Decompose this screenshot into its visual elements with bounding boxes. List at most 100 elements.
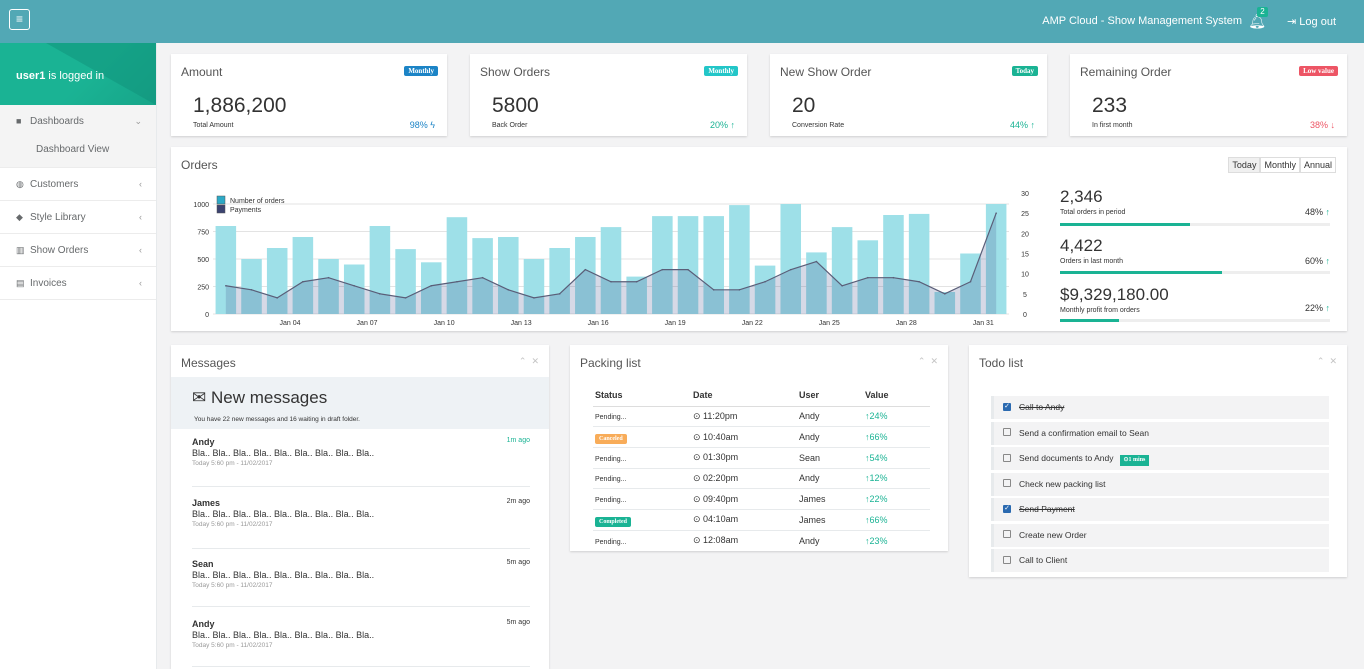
payment-point bbox=[944, 293, 946, 295]
x-tick-label: Jan 04 bbox=[280, 320, 301, 327]
sidebar-item-customers[interactable]: ◍ Customers ‹ bbox=[0, 168, 156, 201]
time-cell: ⊙ 01:30pm bbox=[691, 446, 797, 469]
stat-caption: Back Order bbox=[492, 122, 528, 129]
todo-item[interactable]: Send documents to Andy ⊙1 mins bbox=[991, 447, 1329, 470]
arrow-down-icon: ↓ bbox=[1330, 120, 1336, 130]
checkbox[interactable]: ✓ bbox=[1003, 504, 1011, 513]
message-date: Today 5:60 pm - 11/02/2017 bbox=[192, 582, 273, 589]
checkbox[interactable]: ✓ bbox=[1003, 402, 1011, 411]
collapse-icon[interactable]: ⌃ bbox=[518, 356, 527, 366]
payment-point bbox=[789, 268, 792, 271]
sidebar-item-style-library[interactable]: ◆ Style Library ‹ bbox=[0, 201, 156, 234]
user-cell: Sean bbox=[797, 446, 863, 469]
arrow-up-icon: ↑ bbox=[730, 120, 736, 130]
value-cell: ↑22% bbox=[863, 488, 930, 510]
bar bbox=[600, 227, 622, 314]
tag-icon: ◆ bbox=[16, 212, 23, 222]
messages-title: Messages bbox=[181, 356, 236, 370]
annual-button[interactable]: Annual bbox=[1299, 157, 1336, 173]
close-icon[interactable]: ✕ bbox=[930, 356, 938, 366]
message-item[interactable]: James 2m ago Bla.. Bla.. Bla.. Bla.. Bla… bbox=[192, 498, 530, 549]
stat-value: 20 bbox=[792, 94, 816, 117]
y-left-tick-label: 1000 bbox=[193, 202, 209, 209]
message-item[interactable]: Andy 1m ago Bla.. Bla.. Bla.. Bla.. Bla.… bbox=[192, 437, 530, 487]
stat-card-new-show-order: New Show Order Today 20 Conversion Rate … bbox=[770, 54, 1047, 136]
hamburger-icon[interactable]: ≡ bbox=[9, 9, 30, 30]
bar bbox=[523, 259, 545, 314]
payment-point bbox=[558, 293, 561, 295]
panel-tools: ⌃ ✕ bbox=[519, 356, 539, 367]
sidebar-item-show-orders[interactable]: ▥ Show Orders ‹ bbox=[0, 234, 156, 267]
message-sender: Andy bbox=[192, 437, 215, 447]
collapse-icon[interactable]: ⌃ bbox=[917, 356, 926, 366]
notifications-button[interactable]: 🔔︎ 2 bbox=[1248, 7, 1268, 30]
close-icon[interactable]: ✕ bbox=[1329, 356, 1337, 366]
file-icon: ▤ bbox=[16, 278, 25, 288]
status-text: Pending... bbox=[595, 455, 627, 463]
todo-item[interactable]: ✓ Send Payment bbox=[991, 498, 1329, 521]
page-scrollbar[interactable] bbox=[1358, 43, 1364, 669]
todo-item[interactable]: Check new packing list bbox=[991, 472, 1329, 496]
message-date: Today 5:60 pm - 11/02/2017 bbox=[192, 642, 273, 649]
monthly-button[interactable]: Monthly bbox=[1260, 157, 1300, 173]
arrow-up-icon: ↑ bbox=[1325, 303, 1331, 313]
payment-point bbox=[353, 284, 356, 287]
bar bbox=[575, 237, 596, 314]
stat-value: 5800 bbox=[492, 94, 539, 117]
todo-item[interactable]: Call to Client bbox=[991, 549, 1329, 572]
message-item[interactable]: Sean 5m ago Bla.. Bla.. Bla.. Bla.. Bla.… bbox=[192, 559, 530, 607]
checkbox[interactable] bbox=[1003, 479, 1011, 488]
collapse-icon[interactable]: ⌃ bbox=[1316, 356, 1325, 366]
payment-point bbox=[481, 276, 484, 279]
payment-point bbox=[456, 280, 458, 283]
clock-icon: ⊙ bbox=[693, 410, 701, 421]
panel-tools: ⌃ ✕ bbox=[1317, 356, 1337, 367]
sidebar-item-dashboards[interactable]: ■ Dashboards ⌄ bbox=[0, 105, 156, 138]
bar bbox=[292, 237, 314, 314]
new-messages-subtext: You have 22 new messages and 16 waiting … bbox=[194, 416, 360, 423]
todo-item[interactable]: ✓ Call to Andy bbox=[991, 396, 1329, 419]
todo-item[interactable]: Send a confirmation email to Sean bbox=[991, 421, 1329, 445]
payment-point bbox=[225, 284, 227, 287]
sidebar-item-invoices[interactable]: ▤ Invoices ‹ bbox=[0, 267, 156, 300]
y-right-tick-label: 10 bbox=[1021, 272, 1029, 279]
table-row: Pending... ⊙ 11:20pm Andy ↑24% bbox=[593, 405, 930, 427]
checkbox[interactable] bbox=[1003, 555, 1011, 564]
stat-card-show-orders: Show Orders Monthly 5800 Back Order 20% … bbox=[470, 54, 747, 136]
today-button[interactable]: Today bbox=[1228, 157, 1261, 173]
message-body: Bla.. Bla.. Bla.. Bla.. Bla.. Bla.. Bla.… bbox=[192, 509, 375, 519]
checkbox[interactable] bbox=[1003, 428, 1011, 437]
message-item[interactable]: Andy 5m ago Bla.. Bla.. Bla.. Bla.. Bla.… bbox=[192, 619, 530, 667]
stat-card-title: Show Orders bbox=[480, 65, 551, 79]
panel-tools: ⌃ ✕ bbox=[918, 356, 938, 367]
y-left-tick-label: 250 bbox=[197, 285, 209, 292]
clock-icon: ⊙ bbox=[693, 452, 701, 463]
user-name: user1 bbox=[16, 70, 46, 82]
message-date: Today 5:60 pm - 11/02/2017 bbox=[192, 460, 273, 467]
logout-button[interactable]: ⇥ Log out bbox=[1287, 15, 1336, 28]
payment-point bbox=[379, 293, 381, 295]
y-right-tick-label: 25 bbox=[1021, 211, 1029, 218]
period-label: Today bbox=[1011, 66, 1038, 76]
sidebar-item-dashboard-view[interactable]: Dashboard View bbox=[0, 138, 156, 168]
bar bbox=[754, 265, 776, 314]
arrow-up-icon: ↑ bbox=[865, 432, 870, 443]
y-right-tick-label: 30 bbox=[1021, 191, 1029, 198]
bar bbox=[318, 259, 339, 314]
payment-point bbox=[866, 276, 869, 279]
checkbox[interactable] bbox=[1003, 530, 1011, 539]
payments-area bbox=[225, 213, 997, 314]
todo-item[interactable]: Create new Order bbox=[991, 523, 1329, 547]
message-sender: Sean bbox=[192, 559, 214, 569]
table-row: Pending... ⊙ 02:20pm Andy ↑12% bbox=[593, 467, 930, 489]
checkbox[interactable] bbox=[1003, 453, 1011, 462]
sidebar-item-label: Dashboards bbox=[30, 116, 84, 127]
sidebar-item-label: Customers bbox=[30, 179, 79, 190]
y-right-tick-label: 15 bbox=[1021, 252, 1029, 259]
close-icon[interactable]: ✕ bbox=[531, 356, 539, 366]
todo-panel: Todo list ⌃ ✕ ✓ Call to Andy Send a confir… bbox=[969, 345, 1347, 577]
barcode-icon: ▥ bbox=[16, 245, 25, 255]
payment-point bbox=[430, 284, 433, 287]
x-tick-label: Jan 25 bbox=[819, 320, 840, 327]
bar bbox=[446, 217, 468, 314]
